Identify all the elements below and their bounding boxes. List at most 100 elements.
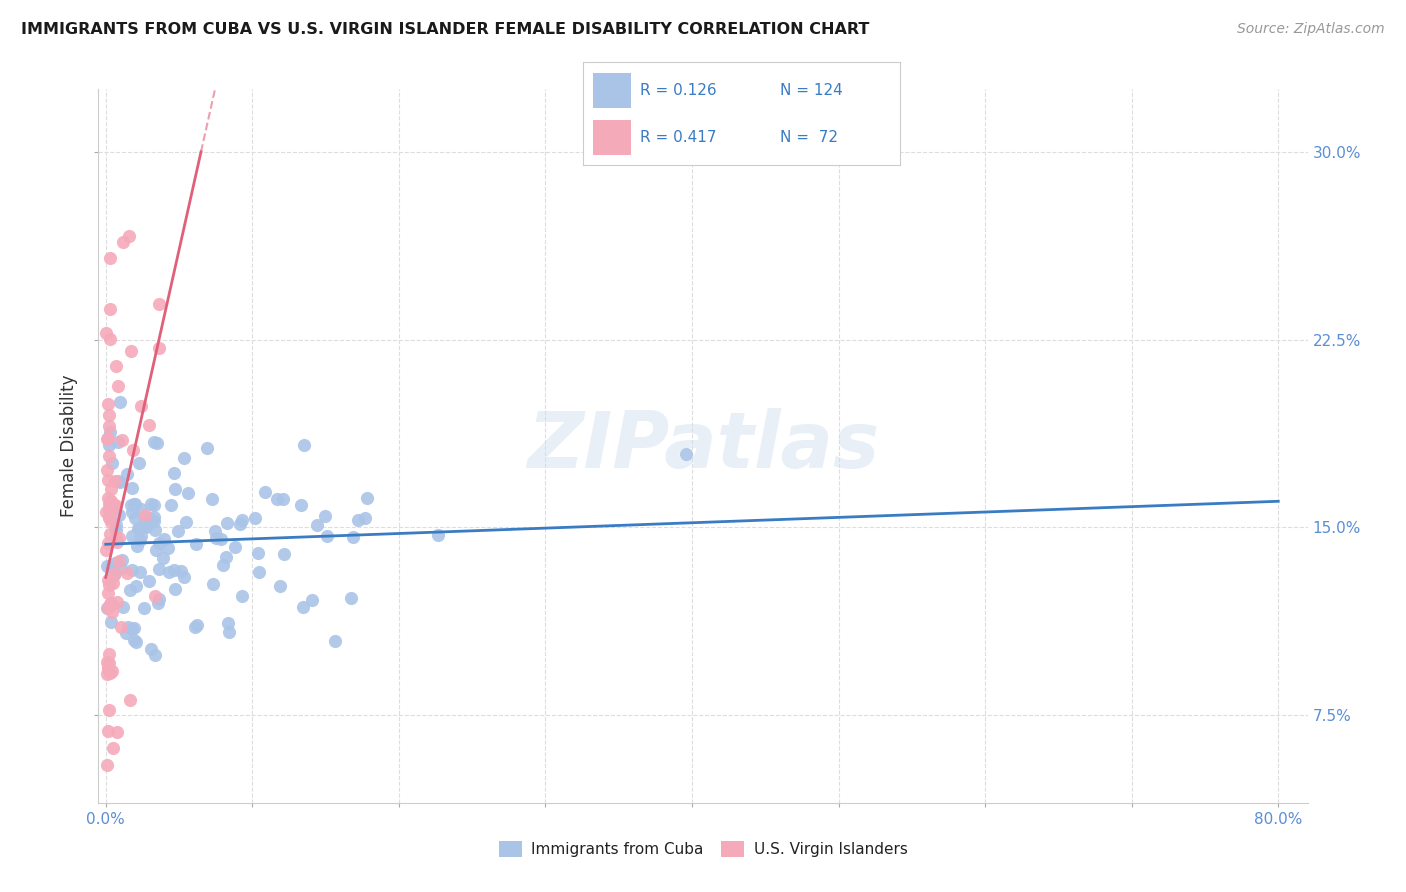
Point [247, 566, 270, 580]
Bar [593, 120, 631, 155]
Text: N = 124: N = 124 [779, 83, 842, 97]
Point [141, 498, 163, 512]
Point [356, 491, 378, 505]
Point [97, 573, 120, 587]
Point [139, 641, 162, 656]
Point [105, 535, 128, 549]
Point [108, 531, 131, 545]
Point [217, 615, 239, 630]
Point [290, 498, 312, 512]
Point [148, 536, 170, 550]
Point [138, 511, 160, 525]
Point [98, 509, 121, 524]
Point [165, 482, 187, 496]
Point [101, 456, 124, 470]
Point [184, 620, 207, 634]
Point [292, 438, 315, 452]
Point [128, 533, 150, 547]
Point [97, 491, 120, 505]
Point [107, 434, 129, 449]
Point [231, 513, 253, 527]
Point [110, 620, 132, 634]
Point [340, 591, 363, 605]
Point [103, 498, 125, 512]
Point [167, 524, 190, 538]
Point [243, 510, 266, 524]
Text: N =  72: N = 72 [779, 130, 838, 145]
Point [110, 475, 132, 490]
Point [201, 492, 224, 507]
Text: R = 0.126: R = 0.126 [641, 83, 717, 97]
Point [353, 511, 375, 525]
Point [100, 560, 122, 574]
Point [218, 625, 240, 640]
Point [98, 495, 121, 509]
Point [117, 566, 139, 581]
Point [97, 648, 120, 662]
Text: Source: ZipAtlas.com: Source: ZipAtlas.com [1237, 22, 1385, 37]
Point [112, 235, 135, 249]
Point [104, 518, 127, 533]
Point [148, 592, 170, 607]
Point [120, 498, 142, 512]
Point [96, 662, 118, 676]
Point [101, 503, 124, 517]
Point [96, 462, 118, 476]
Point [121, 481, 143, 495]
Point [273, 547, 295, 561]
Point [97, 723, 120, 738]
Point [96, 655, 118, 669]
Point [105, 531, 128, 545]
Point [143, 589, 166, 603]
Point [98, 703, 121, 717]
Point [98, 526, 121, 541]
Point [94, 543, 117, 558]
Point [134, 508, 156, 523]
Point [98, 578, 121, 592]
Point [118, 582, 141, 597]
Point [104, 566, 127, 581]
Point [124, 497, 146, 511]
Point [138, 417, 160, 432]
Point [98, 409, 121, 423]
Point [96, 432, 118, 446]
Point [163, 466, 186, 480]
Point [97, 431, 120, 445]
Point [96, 758, 118, 772]
Point [107, 474, 129, 488]
Point [173, 450, 195, 465]
Point [122, 632, 145, 647]
Point [134, 514, 156, 528]
Point [98, 494, 121, 508]
Point [98, 438, 121, 452]
Point [120, 343, 142, 358]
Point [110, 560, 132, 574]
Point [212, 558, 235, 572]
Point [125, 635, 148, 649]
Point [97, 511, 120, 525]
Point [97, 660, 120, 674]
Point [97, 501, 120, 516]
Point [101, 740, 124, 755]
Point [202, 577, 225, 591]
Point [97, 585, 120, 599]
Point [104, 498, 127, 512]
Point [266, 491, 288, 506]
Point [254, 484, 277, 499]
Point [143, 523, 166, 537]
Point [291, 599, 314, 614]
Point [143, 498, 166, 512]
Point [314, 509, 336, 524]
Point [205, 532, 228, 546]
Point [121, 622, 143, 636]
Point [111, 600, 134, 615]
Point [105, 595, 128, 609]
Point [101, 664, 124, 678]
Point [129, 529, 152, 543]
Text: ZIPatlas: ZIPatlas [527, 408, 879, 484]
Bar [593, 73, 631, 108]
Point [104, 474, 127, 488]
Point [96, 326, 118, 340]
Point [143, 435, 166, 450]
Point [105, 725, 128, 739]
